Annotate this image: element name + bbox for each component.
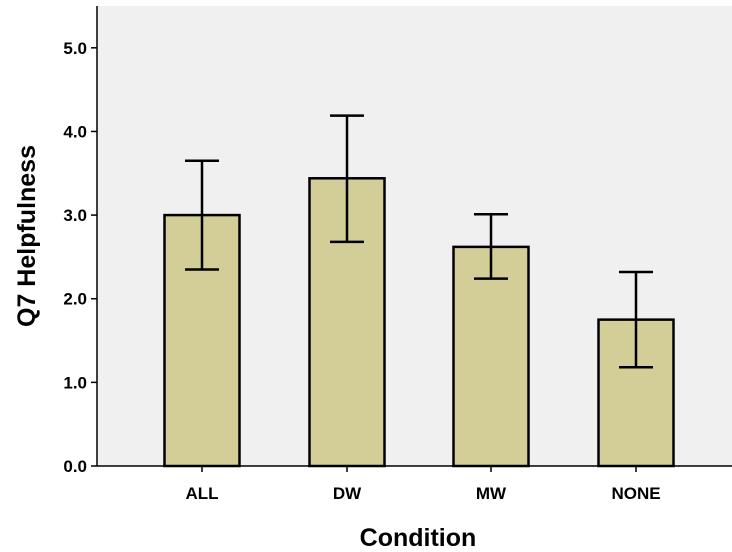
y-tick-label: 0.0: [63, 457, 87, 476]
y-tick-label: 1.0: [63, 373, 87, 392]
y-tick-label: 5.0: [63, 39, 87, 58]
y-axis: 0.0 1.0 2.0 3.0 4.0 5.0: [63, 6, 98, 476]
x-tick-label: NONE: [611, 484, 660, 503]
x-axis-title: Condition: [360, 524, 477, 552]
y-tick-label: 4.0: [63, 122, 87, 141]
error-bars-group: [185, 114, 653, 369]
y-tick-label: 3.0: [63, 206, 87, 225]
x-tick-label: DW: [333, 484, 362, 503]
bar-mw: [452, 245, 530, 468]
x-axis: ALL DW MW NONE: [97, 465, 732, 503]
y-tick-label: 2.0: [63, 290, 87, 309]
x-tick-label: MW: [476, 484, 507, 503]
y-axis-title: Q7 Helpfulness: [13, 145, 41, 327]
x-tick-label: ALL: [185, 484, 218, 503]
